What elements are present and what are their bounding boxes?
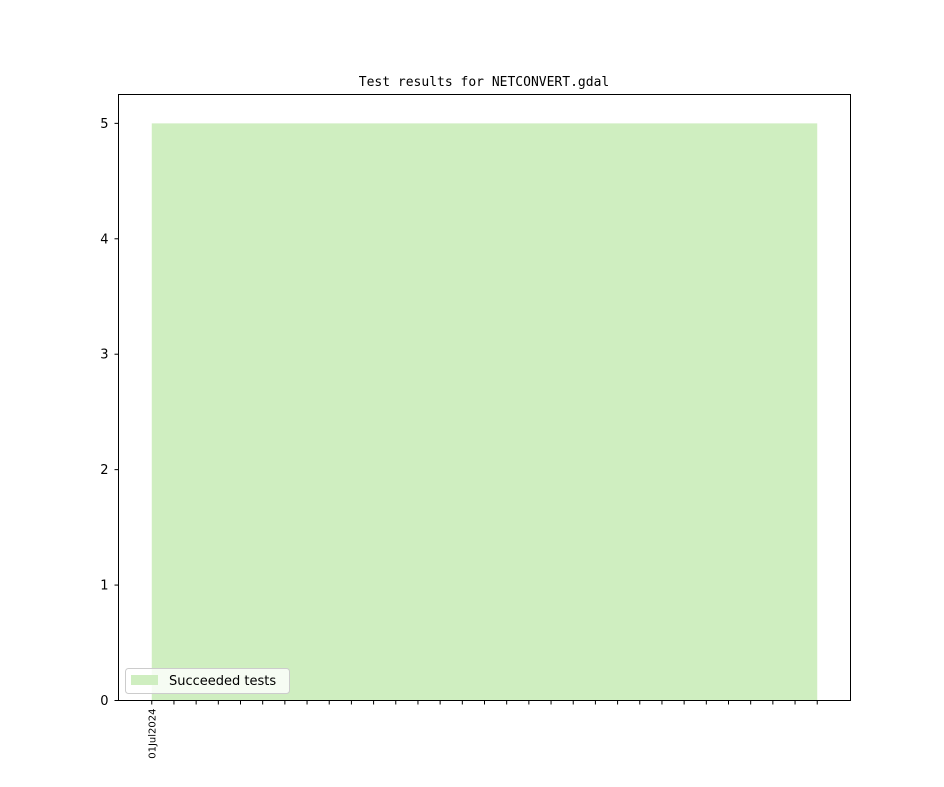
chart-title: Test results for NETCONVERT.gdal: [359, 75, 609, 90]
legend: Succeeded tests: [125, 668, 290, 694]
y-tick-label: 4: [100, 232, 108, 247]
y-tick-label: 3: [100, 348, 108, 363]
y-tick-label: 2: [100, 463, 108, 478]
x-tick-label: 01Jul2024: [147, 709, 158, 759]
y-tick-label: 0: [100, 694, 108, 709]
legend-swatch: [131, 675, 158, 685]
legend-label: Succeeded tests: [169, 674, 276, 689]
y-tick-label: 5: [100, 117, 108, 132]
legend-box: [125, 668, 290, 694]
y-tick-label: 1: [100, 579, 108, 594]
plot-frame: [118, 94, 851, 701]
area-series-0: [151, 123, 818, 701]
